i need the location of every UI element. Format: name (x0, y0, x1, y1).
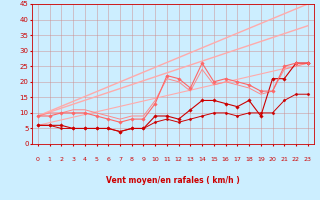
X-axis label: Vent moyen/en rafales ( km/h ): Vent moyen/en rafales ( km/h ) (106, 176, 240, 185)
